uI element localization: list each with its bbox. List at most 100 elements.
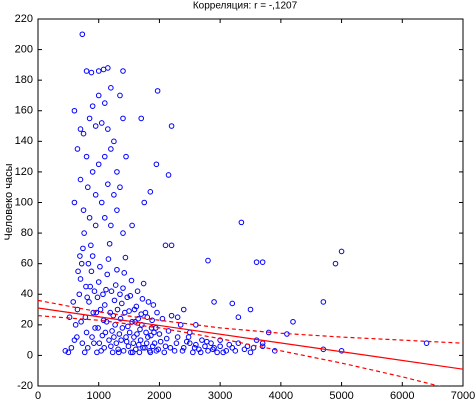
y-tick-label: 220 [15,13,33,25]
data-point [214,349,220,356]
x-tick-label: 5000 [329,390,353,402]
data-point [95,325,101,331]
data-point [147,349,154,356]
data-point [74,334,80,340]
data-point [71,337,78,343]
data-point [168,312,175,319]
data-point [91,340,97,346]
data-point [83,329,90,336]
data-point [150,302,157,308]
data-point [128,349,134,356]
data-point [62,348,69,354]
data-point [202,343,208,350]
data-point [290,318,296,325]
data-point [77,276,84,282]
data-point [131,306,138,313]
data-point [154,309,160,316]
y-tick-label: 180 [15,74,33,86]
data-point [135,315,141,322]
data-point [205,348,211,354]
data-point [79,31,86,38]
data-point [84,294,90,301]
data-point [127,292,134,299]
data-point [174,314,181,320]
data-point [177,322,184,328]
data-point [72,322,79,328]
data-point [89,103,96,109]
data-point [111,192,117,198]
data-point [271,348,278,354]
data-point [247,349,254,356]
data-point [247,306,254,313]
data-point [197,349,204,356]
data-point [106,240,113,247]
data-point [108,288,115,294]
data-point [235,314,242,320]
y-axis-label: Человеко часы [3,163,15,240]
data-point [117,315,124,322]
data-point [112,282,119,288]
y-tick-label: 200 [15,43,33,55]
data-point [110,312,117,319]
data-point [180,306,187,313]
data-point [238,219,245,226]
data-point [100,291,106,298]
data-point [120,68,126,74]
data-point [119,325,126,331]
data-point [154,88,161,94]
data-point [95,68,102,74]
data-point [173,340,180,346]
data-point [151,329,157,336]
data-point [89,169,96,175]
data-point [65,349,72,356]
data-point [149,343,156,350]
data-point [104,271,111,278]
data-point [205,257,211,264]
data-point [89,334,95,340]
data-point [338,248,345,255]
data-point [109,328,115,334]
data-point [107,309,114,316]
data-point [117,291,123,298]
x-tick-label: 4000 [269,390,293,402]
data-point [130,340,137,346]
data-point [101,302,108,308]
data-point [95,161,102,168]
data-point [223,348,230,354]
y-tick-label: 120 [15,166,33,178]
data-point [217,343,223,350]
data-point [80,207,87,213]
data-point [120,348,127,354]
data-point [77,176,84,183]
data-point [94,349,100,356]
data-point [226,341,233,348]
data-point [118,300,125,307]
y-tick-label: 60 [21,258,33,270]
data-point [162,242,169,249]
data-point [210,346,216,353]
data-point [114,207,120,213]
data-point [241,346,248,353]
data-point [78,318,84,325]
x-tick-label: 6000 [390,390,414,402]
x-tick-label: 3000 [208,390,232,402]
data-point [153,161,160,168]
data-point [114,169,120,175]
data-point [86,115,93,122]
data-point [253,259,260,265]
data-point [94,294,101,301]
data-point [109,349,116,356]
data-point [232,348,239,354]
data-point [83,283,89,290]
x-tick-label: 0 [35,390,41,402]
data-point [120,285,126,291]
data-point [145,299,152,305]
data-point [108,222,114,229]
confidence-band [38,299,463,344]
data-point [95,279,102,285]
y-tick-label: 20 [21,319,33,331]
data-point [83,153,90,160]
data-point [156,331,163,337]
data-point [129,349,136,356]
data-point [101,153,108,160]
